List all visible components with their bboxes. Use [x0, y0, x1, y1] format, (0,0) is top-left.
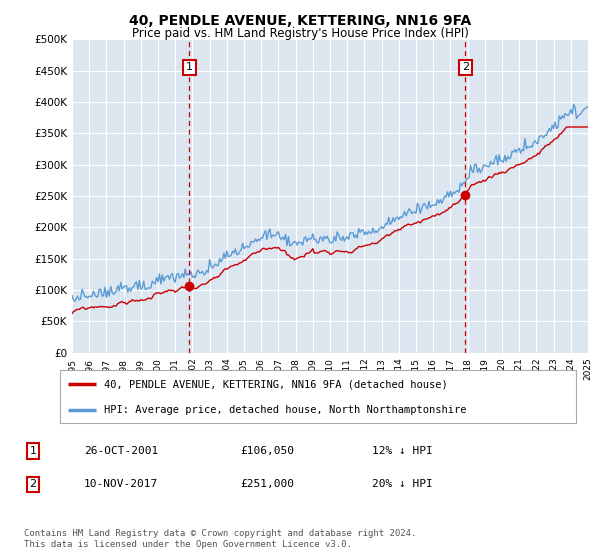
- Text: 1: 1: [186, 62, 193, 72]
- Text: 12% ↓ HPI: 12% ↓ HPI: [372, 446, 433, 456]
- Text: Contains HM Land Registry data © Crown copyright and database right 2024.
This d: Contains HM Land Registry data © Crown c…: [24, 529, 416, 549]
- Text: 26-OCT-2001: 26-OCT-2001: [84, 446, 158, 456]
- Text: 40, PENDLE AVENUE, KETTERING, NN16 9FA (detached house): 40, PENDLE AVENUE, KETTERING, NN16 9FA (…: [104, 380, 448, 390]
- Text: £106,050: £106,050: [240, 446, 294, 456]
- Text: HPI: Average price, detached house, North Northamptonshire: HPI: Average price, detached house, Nort…: [104, 405, 466, 415]
- Text: 10-NOV-2017: 10-NOV-2017: [84, 479, 158, 489]
- Text: 1: 1: [29, 446, 37, 456]
- Text: 2: 2: [29, 479, 37, 489]
- Text: 20% ↓ HPI: 20% ↓ HPI: [372, 479, 433, 489]
- Text: Price paid vs. HM Land Registry's House Price Index (HPI): Price paid vs. HM Land Registry's House …: [131, 27, 469, 40]
- Text: £251,000: £251,000: [240, 479, 294, 489]
- Text: 2: 2: [461, 62, 469, 72]
- Text: 40, PENDLE AVENUE, KETTERING, NN16 9FA: 40, PENDLE AVENUE, KETTERING, NN16 9FA: [129, 14, 471, 28]
